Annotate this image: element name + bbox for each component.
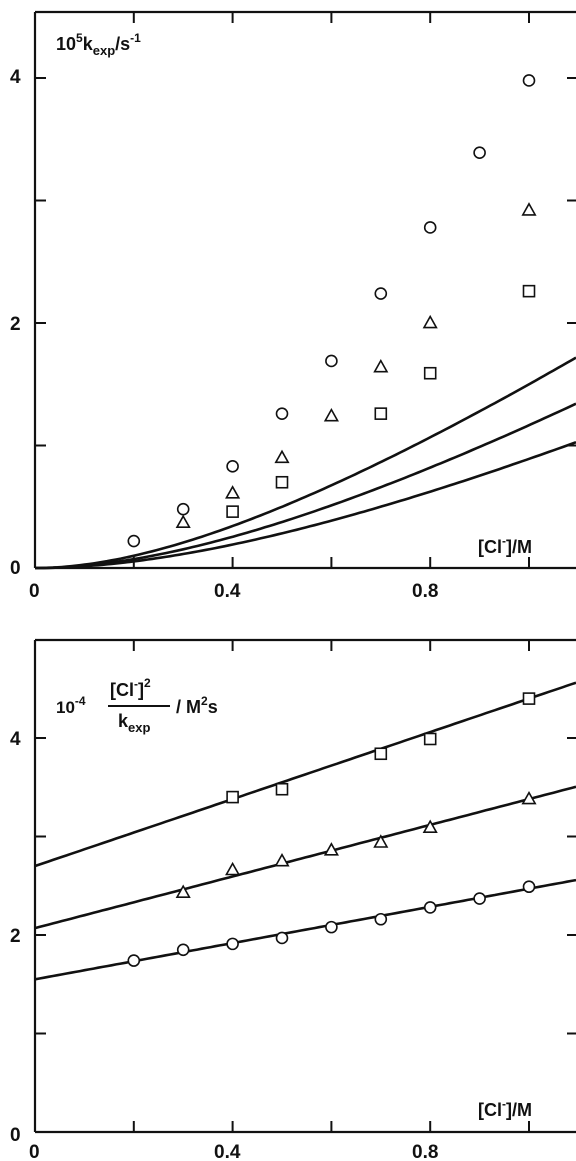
bottom-x-axis-label: [Cl-]/M — [478, 1097, 532, 1120]
top-fit-triangle — [35, 402, 576, 570]
top-triangle-point — [274, 449, 290, 464]
bottom-panel: 0 2 4 0 0.4 0.8 10-4 [Cl-]2 kexp / M2s [… — [10, 638, 576, 1161]
top-circle-point — [423, 221, 437, 234]
top-circle-point — [226, 460, 239, 473]
top-circle-point — [522, 74, 536, 87]
top-square-point — [226, 505, 239, 518]
svg-text:10-4: 10-4 — [56, 694, 86, 717]
bottom-square-point — [275, 782, 289, 796]
svg-text:/ M2s: / M2s — [176, 694, 218, 717]
svg-text:kexp: kexp — [118, 711, 150, 735]
top-xtick-label: 0.4 — [214, 581, 241, 602]
bottom-fit-triangle — [34, 785, 576, 930]
top-circle-point — [374, 287, 388, 300]
bottom-ytick-label: 2 — [10, 926, 21, 947]
bottom-circle-point — [522, 880, 536, 894]
bottom-panel-markers — [127, 692, 537, 967]
bottom-circle-point — [374, 912, 388, 926]
bottom-xtick-label: 0.8 — [412, 1142, 438, 1161]
bottom-square-point — [374, 747, 388, 761]
top-ytick-label: 4 — [10, 67, 21, 88]
bottom-panel-fit-lines — [34, 681, 576, 981]
top-fit-square — [35, 440, 576, 570]
top-panel: 0 2 4 0 0.4 0.8 105kexp/s-1 [Cl-]/M — [10, 10, 576, 602]
bottom-triangle-point — [225, 861, 241, 876]
bottom-ytick-label: 0 — [10, 1125, 21, 1146]
bottom-circle-point — [127, 954, 141, 967]
top-ytick-label: 0 — [10, 558, 21, 579]
top-panel-fit-curves — [35, 356, 576, 570]
top-panel-markers — [127, 74, 537, 548]
bottom-triangle-point — [373, 834, 389, 848]
top-square-point — [522, 284, 536, 298]
top-triangle-point — [521, 202, 537, 216]
top-ytick-label: 2 — [10, 314, 21, 335]
bottom-xtick-label: 0 — [29, 1142, 40, 1161]
bottom-triangle-point — [274, 852, 290, 867]
top-panel-ticks — [35, 12, 576, 568]
bottom-y-axis-label: 10-4 [Cl-]2 kexp / M2s — [56, 676, 218, 735]
bottom-circle-point — [176, 943, 190, 957]
bottom-xtick-label: 0.4 — [214, 1142, 241, 1161]
bottom-circle-point — [423, 901, 437, 914]
top-triangle-point — [373, 358, 389, 373]
bottom-triangle-point — [323, 842, 339, 856]
top-triangle-point — [323, 407, 339, 422]
top-circle-point — [127, 534, 141, 548]
top-square-point — [275, 475, 289, 489]
top-triangle-point — [175, 514, 191, 529]
bottom-circle-point — [473, 892, 486, 905]
top-square-point — [423, 366, 437, 380]
bottom-circle-point — [226, 937, 239, 951]
top-triangle-point — [422, 314, 438, 329]
svg-text:[Cl-]2: [Cl-]2 — [110, 676, 151, 700]
bottom-square-point — [522, 692, 536, 705]
top-fit-circle — [35, 356, 576, 570]
bottom-triangle-point — [521, 790, 537, 805]
top-y-axis-label: 105kexp/s-1 — [56, 31, 141, 58]
top-xtick-label: 0 — [29, 581, 40, 602]
bottom-ytick-label: 4 — [10, 729, 21, 750]
bottom-circle-point — [275, 931, 289, 945]
top-x-axis-label: [Cl-]/M — [478, 534, 532, 557]
bottom-triangle-point — [175, 884, 191, 899]
bottom-fit-square — [34, 681, 576, 868]
top-square-point — [374, 407, 388, 420]
bottom-triangle-point — [422, 819, 438, 834]
top-triangle-point — [225, 485, 241, 499]
bottom-square-point — [226, 790, 239, 804]
bottom-panel-ticks — [35, 640, 576, 1132]
top-circle-point — [325, 354, 338, 368]
bottom-circle-point — [325, 920, 338, 934]
top-circle-point — [275, 407, 289, 420]
top-circle-point — [473, 146, 486, 160]
top-circle-point — [176, 502, 190, 516]
top-xtick-label: 0.8 — [412, 581, 438, 602]
bottom-fit-circle — [34, 878, 576, 981]
bottom-square-point — [423, 732, 437, 746]
